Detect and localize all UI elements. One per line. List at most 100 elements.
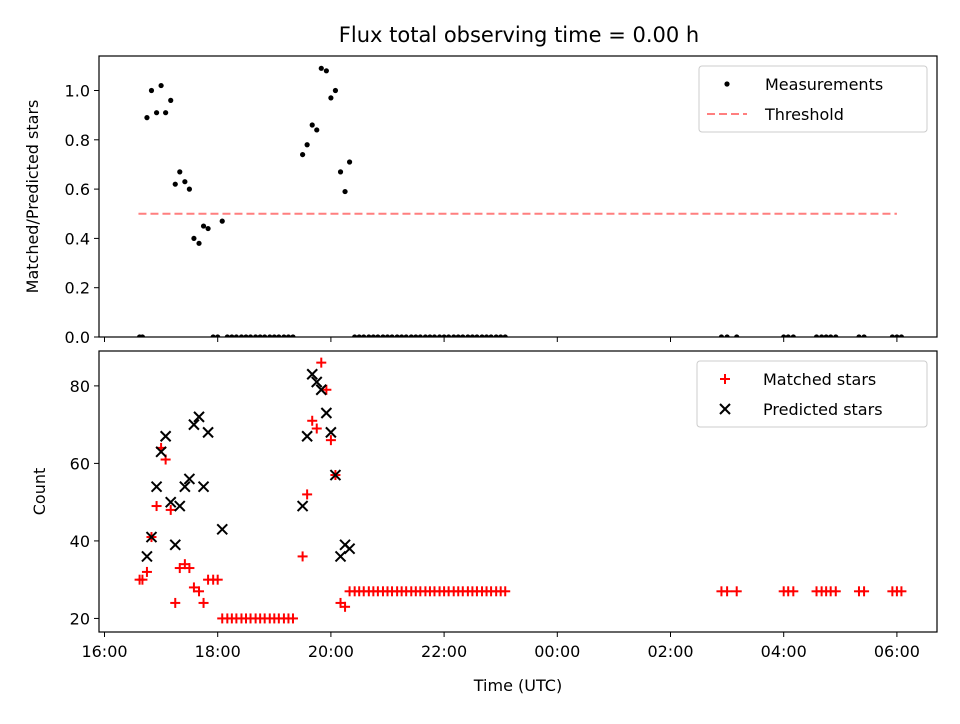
measurement-point [144,115,150,121]
predicted-star-d2 [306,368,318,380]
measurement-point [465,334,471,337]
measurement-point [318,65,324,71]
measurement-point [361,334,367,337]
bottom-xtick-label: 06:00 [874,642,920,661]
predicted-star-d2 [325,426,337,439]
measurement-point [861,334,867,337]
matched-star-point [311,423,322,434]
predicted-star-d2 [343,542,356,555]
top-ytick-label: 0.2 [65,279,90,298]
matched-star-point [307,415,318,426]
predicted-star-point [183,473,196,485]
measurement-point [172,181,178,187]
bottom-ytick-label: 20 [70,609,90,628]
measurement-point [823,334,829,337]
matched-star-point [325,435,336,446]
predicted-star-point [145,531,158,543]
predicted-star-point [320,407,333,419]
top-ylabel: Matched/Predicted stars [23,100,42,294]
measurement-point [441,334,447,337]
predicted-star-point [193,411,205,423]
matched-star-point [170,597,181,608]
predicted-star-d2 [155,446,167,458]
measurement-point [314,127,320,133]
measurement-point [474,334,480,337]
predicted-star-d2 [334,550,347,563]
predicted-star-point [301,430,313,442]
measurement-point [889,334,895,337]
measurement-point [229,334,235,337]
measurement-point [451,334,457,337]
measurement-point [403,334,409,337]
measurement-point [394,334,400,337]
measurement-point [215,334,221,337]
measurement-point [488,334,494,337]
predicted-star-point [155,446,167,458]
predicted-star-point [216,523,228,535]
predicted-star-d2 [320,407,333,419]
bottom-panel: 20 40 60 80 16:00 18:00 20:00 22:00 00:00 02:00 04… [30,350,938,695]
legend-predicted-marker-d2 [719,403,731,415]
measurement-point [446,334,452,337]
predicted-star-point [329,469,342,481]
measurement-point [718,334,725,337]
matched-star-point [830,586,841,597]
measurement-point [200,223,207,229]
measurement-point [177,169,183,175]
predicted-star-point [179,480,191,493]
measurement-point [158,82,164,89]
measurement-point [408,334,414,337]
predicted-star-point [174,500,186,512]
matched-star-point [321,384,332,395]
measurement-point [332,87,339,94]
matched-star-point [302,489,313,500]
measurement-point [483,334,490,337]
predicted-star-point [188,418,200,431]
matched-star-point [340,601,351,612]
matched-star-point [137,574,148,585]
predicted-star-d2 [141,550,153,563]
predicted-star-point [296,500,309,512]
measurement-point [281,334,287,337]
measurement-point [153,110,160,116]
matched-star-point [722,586,733,597]
predicted-star-d2 [311,376,323,388]
measurement-point [366,334,372,337]
measurement-point [431,334,438,337]
bottom-series-predicted-stars [141,368,356,563]
matched-star-point [788,586,799,597]
measurement-point [833,334,839,337]
predicted-star-point [334,550,347,563]
measurement-point [356,334,362,337]
predicted-star-d2 [216,523,228,535]
measurement-point [267,334,273,337]
measurement-point [436,334,443,337]
predicted-star-point [343,542,356,555]
matched-star-point [188,582,199,593]
top-series-measurements [136,65,905,337]
matched-star-point [500,586,511,597]
predicted-star-point [306,368,318,380]
measurement-point [894,334,900,337]
measurement-point [346,159,353,165]
measurement-point [781,334,787,337]
top-panel: 0.0 0.2 0.4 0.6 0.8 1.0 Matched/Predicted star… [23,55,938,347]
bottom-data-layer [134,357,907,624]
predicted-star-d2 [179,480,191,493]
measurement-point [323,68,329,74]
measurement-point [856,334,862,337]
bottom-xtick-label: 16:00 [81,642,127,661]
top-ytick-label: 0.0 [65,328,90,347]
measurement-point [257,334,263,337]
predicted-star-point [202,426,214,439]
predicted-star-d2 [193,411,205,423]
predicted-star-d2 [301,430,313,442]
measurement-point [337,169,344,175]
predicted-star-point [141,550,153,563]
legend-label: Measurements [765,75,883,94]
bottom-ylabel: Count [30,468,49,516]
matched-star-point [151,501,162,512]
measurement-point [224,334,230,337]
measurement-point [790,334,796,337]
measurement-point [417,334,423,337]
